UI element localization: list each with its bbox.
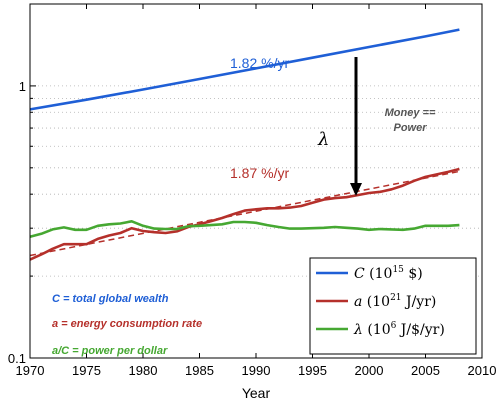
money-power-arrowhead [350,183,362,196]
grid [30,3,482,277]
legend-label-lambda: λ (106 J/$/yr) [353,321,445,338]
x-tick-label-0: 1970 [16,363,45,378]
series-layer [29,28,460,261]
y-tick-label-0: 0.1 [8,351,26,366]
x-tick-label-7: 2005 [411,363,440,378]
lambda-label: λ [317,129,329,150]
definition-a: a = energy consumption rate [52,318,202,330]
legend: C (1015 $) a (1021 J/yr) λ (106 J/$/yr) [309,257,477,355]
legend-label-c: C (1015 $) [354,265,423,282]
x-tick-label-8: 2010 [468,363,497,378]
y-tick-label-1: 1 [19,79,26,94]
series-line-c [29,28,460,111]
legend-label-a: a (1021 J/yr) [354,293,436,310]
x-axis-label: Year [242,385,271,401]
x-tick-label-3: 1985 [185,363,214,378]
rate-c-label: 1.82 %/yr [230,55,289,71]
money-label-line2: Power [393,122,427,134]
definition-c: C = total global wealth [52,293,169,305]
x-tick-label-4: 1990 [242,363,271,378]
series-line-lambda [29,220,460,239]
rate-a-label: 1.87 %/yr [230,165,289,181]
definition-lambda: a/C = power per dollar [52,345,168,357]
series-line-a [29,167,460,261]
money-label-line1: Money == [385,107,436,119]
x-tick-label-1: 1975 [72,363,101,378]
ticks: 1970 1975 1980 1985 1990 1995 2000 2005 2010 0.1 1 [8,3,497,378]
series-line-a-trend [29,170,460,257]
x-tick-label-2: 1980 [129,363,158,378]
x-tick-label-6: 2000 [355,363,384,378]
x-tick-label-5: 1995 [298,363,327,378]
